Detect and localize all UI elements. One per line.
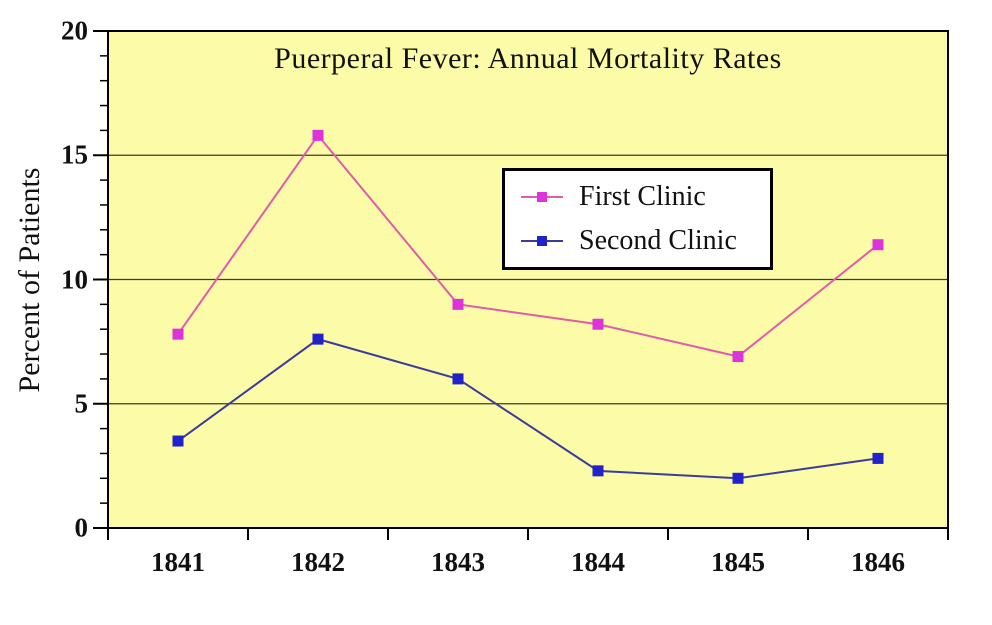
data-point-marker (732, 351, 744, 363)
x-tick-label: 1844 (571, 547, 625, 577)
data-point-marker (452, 373, 464, 385)
legend-label-first-clinic: First Clinic (579, 181, 706, 212)
second-clinic-marker-swatch (521, 234, 563, 248)
plot-border (107, 30, 949, 529)
x-tick-label: 1846 (851, 547, 905, 577)
series-line-first-clinic (177, 133, 879, 358)
data-point-marker (592, 318, 604, 330)
legend-item-second-clinic: Second Clinic (521, 222, 770, 260)
x-tick-label: 1843 (431, 547, 485, 577)
chart-title: Puerperal Fever: Annual Mortality Rates (274, 42, 782, 75)
x-tick-label: 1841 (151, 547, 205, 577)
data-point-marker (592, 465, 604, 477)
legend-label-second-clinic: Second Clinic (579, 225, 737, 256)
y-tick-label: 5 (74, 388, 89, 419)
first-clinic-marker-swatch (521, 190, 563, 204)
second-clinic-square-icon (537, 236, 547, 246)
x-tick-label: 1845 (711, 547, 765, 577)
y-tick-label: 15 (61, 139, 88, 170)
series-line-second-clinic (177, 338, 879, 480)
data-point-marker (452, 298, 464, 310)
data-point-marker (312, 129, 324, 141)
data-point-marker (312, 333, 324, 345)
data-point-marker (172, 435, 184, 447)
y-tick-label: 20 (61, 15, 88, 46)
data-point-marker (172, 328, 184, 340)
first-clinic-square-icon (537, 192, 547, 202)
x-tick-label: 1842 (291, 547, 345, 577)
legend: First Clinic Second Clinic (502, 168, 773, 270)
y-tick-label: 0 (74, 512, 89, 543)
y-tick-label: 10 (61, 264, 88, 294)
data-point-marker (872, 239, 884, 251)
legend-item-first-clinic: First Clinic (521, 178, 770, 216)
data-point-marker (872, 452, 884, 464)
data-point-marker (732, 472, 744, 484)
